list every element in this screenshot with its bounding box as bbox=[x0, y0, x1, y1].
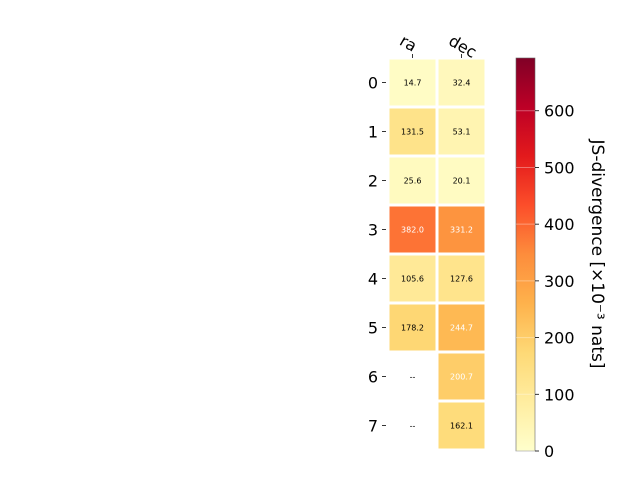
row-label-2: 2 bbox=[368, 172, 378, 191]
heatmap-grid: ra dec 0 1 2 3 4 5 6 7 14.7 32.4 131.5 53.1 25.6 20.1 38… bbox=[368, 31, 485, 449]
cell-value-label: 382.0 bbox=[401, 226, 424, 235]
col-label-dec: dec bbox=[446, 31, 480, 62]
heatmap-cell bbox=[438, 108, 485, 155]
cell-value-label: 200.7 bbox=[450, 373, 473, 382]
cell-value-label: 20.1 bbox=[453, 177, 471, 186]
heatmap-cell bbox=[389, 157, 436, 204]
row-label-3: 3 bbox=[368, 221, 378, 240]
colorbar-tick-label: 200 bbox=[544, 329, 575, 348]
col-label-ra: ra bbox=[397, 31, 421, 56]
cell-value-label: 178.2 bbox=[401, 324, 424, 333]
cell-value-label: -- bbox=[410, 422, 416, 431]
cell-value-label: 244.7 bbox=[450, 324, 473, 333]
row-label-1: 1 bbox=[368, 123, 378, 142]
cell-value-label: 14.7 bbox=[404, 79, 422, 88]
colorbar-tick-label: 100 bbox=[544, 385, 575, 404]
colorbar-tick-label: 600 bbox=[544, 102, 575, 121]
row-label-7: 7 bbox=[368, 417, 378, 436]
heatmap-cell bbox=[438, 206, 485, 253]
heatmap-cell bbox=[438, 255, 485, 302]
cell-value-label: 105.6 bbox=[401, 275, 424, 284]
colorbar-gradient bbox=[515, 57, 536, 452]
heatmap-cell bbox=[438, 304, 485, 351]
cell-value-label: 127.6 bbox=[450, 275, 473, 284]
cell-value-label: 331.2 bbox=[450, 226, 473, 235]
heatmap-cell bbox=[389, 206, 436, 253]
colorbar-tick-label: 500 bbox=[544, 158, 575, 177]
row-label-0: 0 bbox=[368, 74, 378, 93]
heatmap-cell bbox=[389, 108, 436, 155]
heatmap-cell bbox=[389, 255, 436, 302]
row-label-5: 5 bbox=[368, 319, 378, 338]
row-label-4: 4 bbox=[368, 270, 378, 289]
colorbar-label: JS-divergence [×10⁻³ nats] bbox=[587, 139, 607, 369]
heatmap-cell bbox=[389, 304, 436, 351]
colorbar-tick-label: 300 bbox=[544, 272, 575, 291]
cell-value-label: 25.6 bbox=[404, 177, 422, 186]
cell-value-label: 53.1 bbox=[453, 128, 471, 137]
cell-value-label: 131.5 bbox=[401, 128, 424, 137]
cell-value-label: 32.4 bbox=[453, 79, 471, 88]
heatmap-cell bbox=[438, 402, 485, 449]
colorbar: 0 100 200 300 400 500 600 JS-divergence [×10⁻³… bbox=[515, 57, 607, 461]
heatmap-cell bbox=[438, 59, 485, 106]
heatmap-cell bbox=[438, 353, 485, 400]
heatmap-cell bbox=[438, 157, 485, 204]
cell-value-label: 162.1 bbox=[450, 422, 473, 431]
cell-value-label: -- bbox=[410, 373, 416, 382]
colorbar-tick-label: 0 bbox=[544, 442, 554, 461]
row-label-6: 6 bbox=[368, 368, 378, 387]
heatmap-cell bbox=[389, 59, 436, 106]
colorbar-tick-label: 400 bbox=[544, 215, 575, 234]
